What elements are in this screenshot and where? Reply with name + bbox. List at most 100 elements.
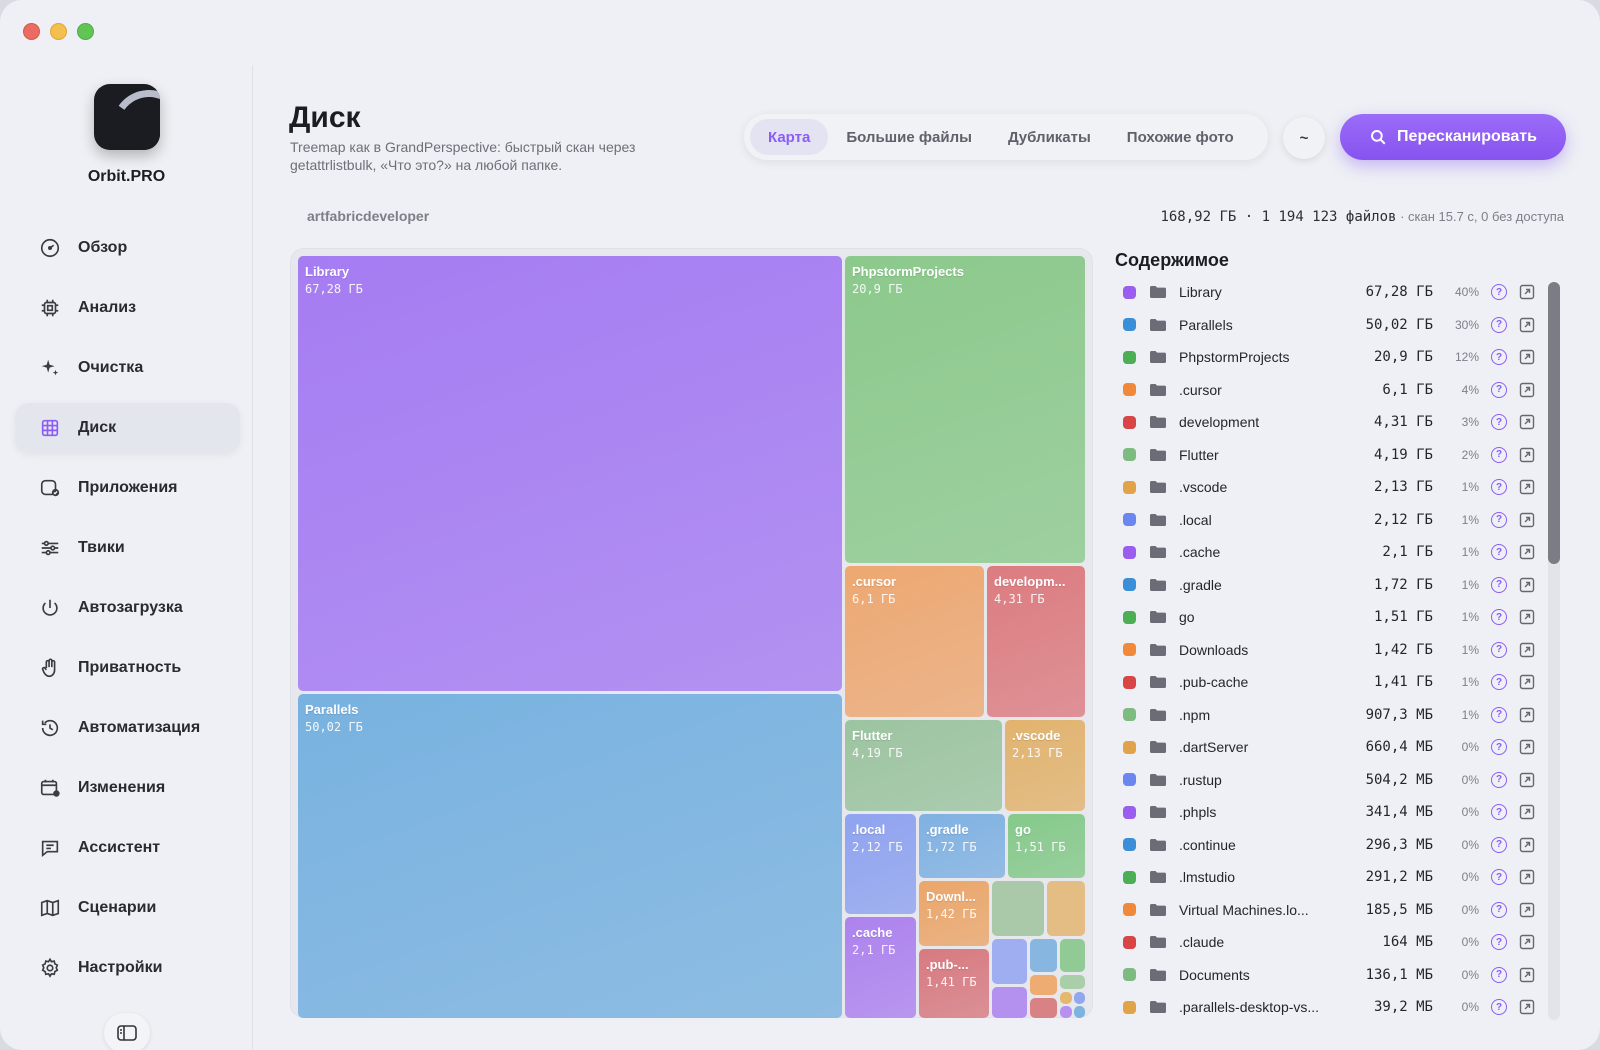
reveal-icon[interactable] — [1519, 349, 1535, 365]
what-is-this-icon[interactable]: ? — [1491, 706, 1508, 723]
list-item[interactable]: .continue 296,3 МБ 0%? — [1115, 829, 1535, 862]
tab-similar-photos[interactable]: Похожие фото — [1126, 128, 1234, 146]
rescan-button[interactable]: Пересканировать — [1340, 114, 1566, 160]
reveal-icon[interactable] — [1519, 642, 1535, 658]
reveal-icon[interactable] — [1519, 414, 1535, 430]
what-is-this-icon[interactable]: ? — [1491, 576, 1508, 593]
reveal-icon[interactable] — [1519, 967, 1535, 983]
sidebar-item-disk[interactable]: Диск — [15, 403, 240, 453]
reveal-icon[interactable] — [1519, 382, 1535, 398]
what-is-this-icon[interactable]: ? — [1491, 609, 1508, 626]
what-is-this-icon[interactable]: ? — [1491, 739, 1508, 756]
what-is-this-icon[interactable]: ? — [1491, 511, 1508, 528]
treemap-tile-small[interactable] — [1030, 939, 1057, 972]
sidebar-item-analysis[interactable]: Анализ — [15, 283, 240, 333]
treemap-tile[interactable]: .cursor 6,1 ГБ — [845, 566, 984, 717]
reveal-icon[interactable] — [1519, 739, 1535, 755]
home-folder-button[interactable]: ~ — [1283, 117, 1325, 159]
tab-duplicates[interactable]: Дубликаты — [1007, 128, 1091, 146]
what-is-this-icon[interactable]: ? — [1491, 836, 1508, 853]
what-is-this-icon[interactable]: ? — [1491, 641, 1508, 658]
list-item[interactable]: Downloads 1,42 ГБ 1%? — [1115, 634, 1535, 667]
reveal-icon[interactable] — [1519, 674, 1535, 690]
reveal-icon[interactable] — [1519, 479, 1535, 495]
treemap-tile-small[interactable] — [1030, 975, 1057, 995]
treemap-tile[interactable]: PhpstormProjects 20,9 ГБ — [845, 256, 1085, 563]
list-item[interactable]: Library 67,28 ГБ 40%? — [1115, 276, 1535, 309]
tab-large-files[interactable]: Большие файлы — [846, 128, 972, 146]
treemap-tile[interactable]: .local 2,12 ГБ — [845, 814, 916, 914]
reveal-icon[interactable] — [1519, 512, 1535, 528]
list-item[interactable]: .pub-cache 1,41 ГБ 1%? — [1115, 666, 1535, 699]
list-item[interactable]: Documents 136,1 МБ 0%? — [1115, 959, 1535, 992]
reveal-icon[interactable] — [1519, 577, 1535, 593]
treemap-tile-small[interactable] — [992, 881, 1044, 936]
treemap-tile[interactable]: go 1,51 ГБ — [1008, 814, 1085, 878]
what-is-this-icon[interactable]: ? — [1491, 934, 1508, 951]
reveal-icon[interactable] — [1519, 934, 1535, 950]
sidebar-item-tweaks[interactable]: Твики — [15, 523, 240, 573]
sidebar-item-changes[interactable]: Изменения — [15, 763, 240, 813]
list-item[interactable]: .cursor 6,1 ГБ 4%? — [1115, 374, 1535, 407]
reveal-icon[interactable] — [1519, 869, 1535, 885]
treemap-tile-small[interactable] — [1030, 998, 1057, 1018]
what-is-this-icon[interactable]: ? — [1491, 414, 1508, 431]
what-is-this-icon[interactable]: ? — [1491, 381, 1508, 398]
treemap-tile[interactable]: Parallels 50,02 ГБ — [298, 694, 842, 1018]
list-item[interactable]: Flutter 4,19 ГБ 2%? — [1115, 439, 1535, 472]
sidebar-item-settings[interactable]: Настройки — [15, 943, 240, 993]
sidebar-toggle-button[interactable] — [104, 1013, 150, 1050]
reveal-icon[interactable] — [1519, 707, 1535, 723]
what-is-this-icon[interactable]: ? — [1491, 316, 1508, 333]
treemap-tile-small[interactable] — [1074, 992, 1085, 1004]
minimize-window-button[interactable] — [50, 23, 67, 40]
list-item[interactable]: .gradle 1,72 ГБ 1%? — [1115, 569, 1535, 602]
what-is-this-icon[interactable]: ? — [1491, 966, 1508, 983]
treemap-tile[interactable]: Downl... 1,42 ГБ — [919, 881, 989, 946]
treemap-tile-small[interactable] — [1060, 939, 1085, 972]
sidebar-item-overview[interactable]: Обзор — [15, 223, 240, 273]
treemap-tile-small[interactable] — [1047, 881, 1085, 936]
sidebar-item-automation[interactable]: Автоматизация — [15, 703, 240, 753]
sidebar-item-cleanup[interactable]: Очистка — [15, 343, 240, 393]
list-item[interactable]: go 1,51 ГБ 1%? — [1115, 601, 1535, 634]
reveal-icon[interactable] — [1519, 837, 1535, 853]
tab-map[interactable]: Карта — [750, 119, 829, 155]
treemap-tile[interactable]: .pub-... 1,41 ГБ — [919, 949, 989, 1018]
list-item[interactable]: .rustup 504,2 МБ 0%? — [1115, 764, 1535, 797]
what-is-this-icon[interactable]: ? — [1491, 869, 1508, 886]
treemap-tile-small[interactable] — [992, 987, 1027, 1018]
treemap-tile[interactable]: .vscode 2,13 ГБ — [1005, 720, 1085, 811]
sidebar-item-scenarios[interactable]: Сценарии — [15, 883, 240, 933]
close-window-button[interactable] — [23, 23, 40, 40]
reveal-icon[interactable] — [1519, 544, 1535, 560]
treemap-tile[interactable]: developm... 4,31 ГБ — [987, 566, 1085, 717]
reveal-icon[interactable] — [1519, 447, 1535, 463]
what-is-this-icon[interactable]: ? — [1491, 479, 1508, 496]
reveal-icon[interactable] — [1519, 317, 1535, 333]
treemap-tile-small[interactable] — [1060, 975, 1085, 989]
what-is-this-icon[interactable]: ? — [1491, 901, 1508, 918]
list-item[interactable]: .cache 2,1 ГБ 1%? — [1115, 536, 1535, 569]
contents-scrollbar-thumb[interactable] — [1548, 282, 1560, 564]
reveal-icon[interactable] — [1519, 999, 1535, 1015]
what-is-this-icon[interactable]: ? — [1491, 771, 1508, 788]
what-is-this-icon[interactable]: ? — [1491, 284, 1508, 301]
list-item[interactable]: development 4,31 ГБ 3%? — [1115, 406, 1535, 439]
reveal-icon[interactable] — [1519, 902, 1535, 918]
sidebar-item-assistant[interactable]: Ассистент — [15, 823, 240, 873]
treemap-tile[interactable]: Flutter 4,19 ГБ — [845, 720, 1002, 811]
list-item[interactable]: .phpls 341,4 МБ 0%? — [1115, 796, 1535, 829]
what-is-this-icon[interactable]: ? — [1491, 349, 1508, 366]
treemap-tile-small[interactable] — [1074, 1006, 1085, 1018]
list-item[interactable]: Parallels 50,02 ГБ 30%? — [1115, 309, 1535, 342]
list-item[interactable]: .claude 164 МБ 0%? — [1115, 926, 1535, 959]
list-item[interactable]: Virtual Machines.lo... 185,5 МБ 0%? — [1115, 894, 1535, 927]
list-item[interactable]: .npm 907,3 МБ 1%? — [1115, 699, 1535, 732]
list-item[interactable]: .local 2,12 ГБ 1%? — [1115, 504, 1535, 537]
reveal-icon[interactable] — [1519, 772, 1535, 788]
sidebar-item-privacy[interactable]: Приватность — [15, 643, 240, 693]
what-is-this-icon[interactable]: ? — [1491, 544, 1508, 561]
sidebar-item-apps[interactable]: Приложения — [15, 463, 240, 513]
treemap-tile[interactable]: .cache 2,1 ГБ — [845, 917, 916, 1018]
